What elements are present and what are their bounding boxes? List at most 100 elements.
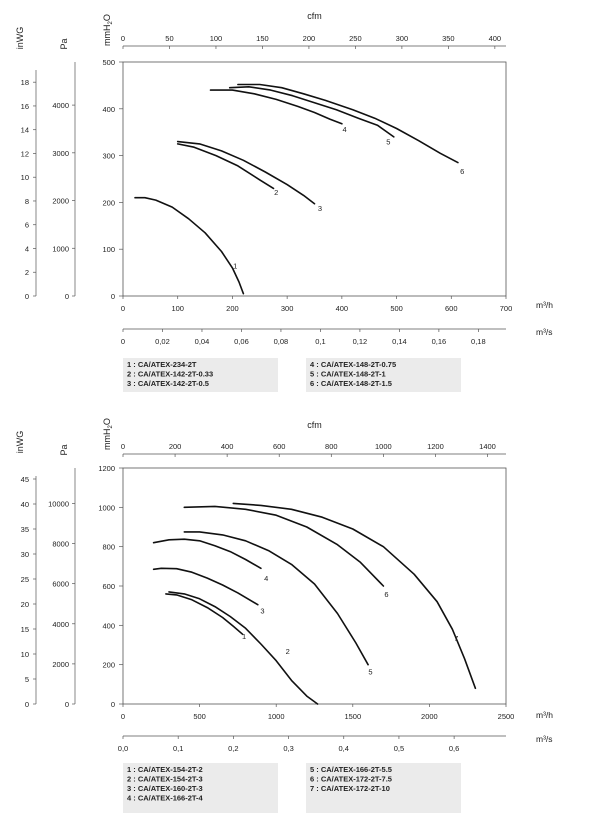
m3h-tick-label: 200 (226, 304, 239, 313)
series-curve-3 (176, 140, 316, 205)
m3s-tick-label: 0,1 (315, 337, 325, 346)
inwg-tick-label: 14 (21, 126, 29, 135)
series-label-4: 4 (264, 574, 268, 583)
mmh2o-axis-label: mmH2O (102, 418, 114, 450)
inwg-tick-label: 2 (25, 268, 29, 277)
m3h-tick-label: 2000 (421, 712, 438, 721)
pa-tick-label: 8000 (52, 540, 69, 549)
pa-tick-label: 4000 (52, 620, 69, 629)
inwg-tick-label: 6 (25, 221, 29, 230)
pa-tick-label: 0 (65, 700, 69, 709)
m3s-tick-label: 0,04 (195, 337, 210, 346)
m3s-axis-label: m³/s (536, 327, 553, 337)
pa-tick-label: 10000 (48, 499, 69, 508)
series-curve-5 (183, 531, 369, 666)
cfm-axis-label: cfm (307, 420, 322, 430)
cfm-tick-label: 250 (349, 34, 362, 43)
mmh2o-label-main: mmH (102, 428, 112, 450)
legend-entry: 5 : CA/ATEX-166-2T-5.5 (310, 765, 392, 774)
m3s-tick-label: 0,06 (234, 337, 249, 346)
series-label-5: 5 (368, 668, 372, 677)
pa-axis-label: Pa (59, 444, 69, 455)
mm-tick-label: 0 (111, 292, 115, 301)
pa-tick-label: 3000 (52, 149, 69, 158)
cfm-tick-label: 1200 (427, 442, 444, 451)
inwg-tick-label: 8 (25, 197, 29, 206)
mmh2o-label-main: mmH (102, 24, 112, 46)
m3h-tick-label: 400 (336, 304, 349, 313)
mm-tick-label: 400 (102, 621, 115, 630)
inwg-tick-label: 45 (21, 475, 29, 484)
inwg-axis-label: inWG (15, 27, 25, 50)
series-label-6: 6 (460, 167, 464, 176)
series-curve-7 (232, 502, 477, 690)
series-curve-6 (237, 83, 459, 164)
cfm-tick-label: 200 (169, 442, 182, 451)
legend-entry: 2 : CA/ATEX-142-2T-0.33 (127, 370, 213, 379)
m3h-tick-label: 700 (500, 304, 513, 313)
inwg-tick-label: 0 (25, 700, 29, 709)
m3h-tick-label: 0 (121, 304, 125, 313)
inwg-tick-label: 10 (21, 650, 29, 659)
cfm-tick-label: 600 (273, 442, 286, 451)
mm-tick-label: 500 (102, 58, 115, 67)
inwg-tick-label: 16 (21, 102, 29, 111)
cfm-tick-label: 150 (256, 34, 269, 43)
series-label-3: 3 (318, 204, 322, 213)
pa-axis-label: Pa (59, 38, 69, 49)
legend-entry: 6 : CA/ATEX-148-2T-1.5 (310, 379, 392, 388)
series-label-3: 3 (260, 607, 264, 616)
series-label-5: 5 (386, 138, 390, 147)
cfm-tick-label: 50 (165, 34, 173, 43)
cfm-tick-label: 0 (121, 34, 125, 43)
legend-entry: 5 : CA/ATEX-148-2T-1 (310, 370, 386, 379)
pa-tick-label: 1000 (52, 244, 69, 253)
series-curve-4 (209, 89, 343, 125)
legend-box-left (123, 763, 278, 813)
legend-box-right (306, 763, 461, 813)
cfm-tick-label: 800 (325, 442, 338, 451)
mm-tick-label: 1200 (98, 464, 115, 473)
mm-tick-label: 300 (102, 152, 115, 161)
legend-box-right (306, 358, 461, 392)
series-curve-4 (152, 538, 262, 570)
mmh2o-axis-label: mmH2O (102, 14, 114, 46)
m3h-tick-label: 1000 (268, 712, 285, 721)
mmh2o-label-tail: O (102, 14, 112, 21)
m3s-tick-label: 0,1 (173, 744, 183, 753)
mmh2o-label-sub: 2 (108, 424, 114, 428)
inwg-tick-label: 40 (21, 500, 29, 509)
m3s-tick-label: 0,16 (432, 337, 447, 346)
cfm-tick-label: 1400 (479, 442, 496, 451)
m3s-tick-label: 0,2 (228, 744, 238, 753)
cfm-tick-label: 400 (489, 34, 502, 43)
mm-tick-label: 100 (102, 245, 115, 254)
m3h-tick-label: 2500 (498, 712, 515, 721)
plot-frame (122, 467, 507, 705)
mm-tick-label: 800 (102, 543, 115, 552)
legend-entry: 1 : CA/ATEX-234-2T (127, 360, 197, 369)
inwg-tick-label: 35 (21, 525, 29, 534)
cfm-tick-label: 300 (396, 34, 409, 43)
pa-tick-label: 0 (65, 292, 69, 301)
pa-tick-label: 6000 (52, 580, 69, 589)
cfm-tick-label: 350 (442, 34, 455, 43)
m3s-tick-label: 0,02 (155, 337, 170, 346)
series-curve-1 (134, 196, 245, 295)
m3h-tick-label: 100 (171, 304, 184, 313)
series-curve-2 (176, 143, 275, 190)
legend-entry: 3 : CA/ATEX-142-2T-0.5 (127, 379, 209, 388)
m3s-tick-label: 0,6 (449, 744, 459, 753)
series-curve-2 (168, 591, 319, 705)
legend-entry: 6 : CA/ATEX-172-2T-7.5 (310, 775, 392, 784)
cfm-tick-label: 400 (221, 442, 234, 451)
m3h-axis-label: m³/h (536, 710, 553, 720)
m3h-tick-label: 300 (281, 304, 294, 313)
mm-tick-label: 0 (111, 700, 115, 709)
m3s-tick-label: 0,3 (283, 744, 293, 753)
plot-frame (122, 61, 507, 297)
series-label-7: 7 (454, 634, 458, 643)
legend-box-left (123, 358, 278, 392)
m3h-tick-label: 1500 (344, 712, 361, 721)
